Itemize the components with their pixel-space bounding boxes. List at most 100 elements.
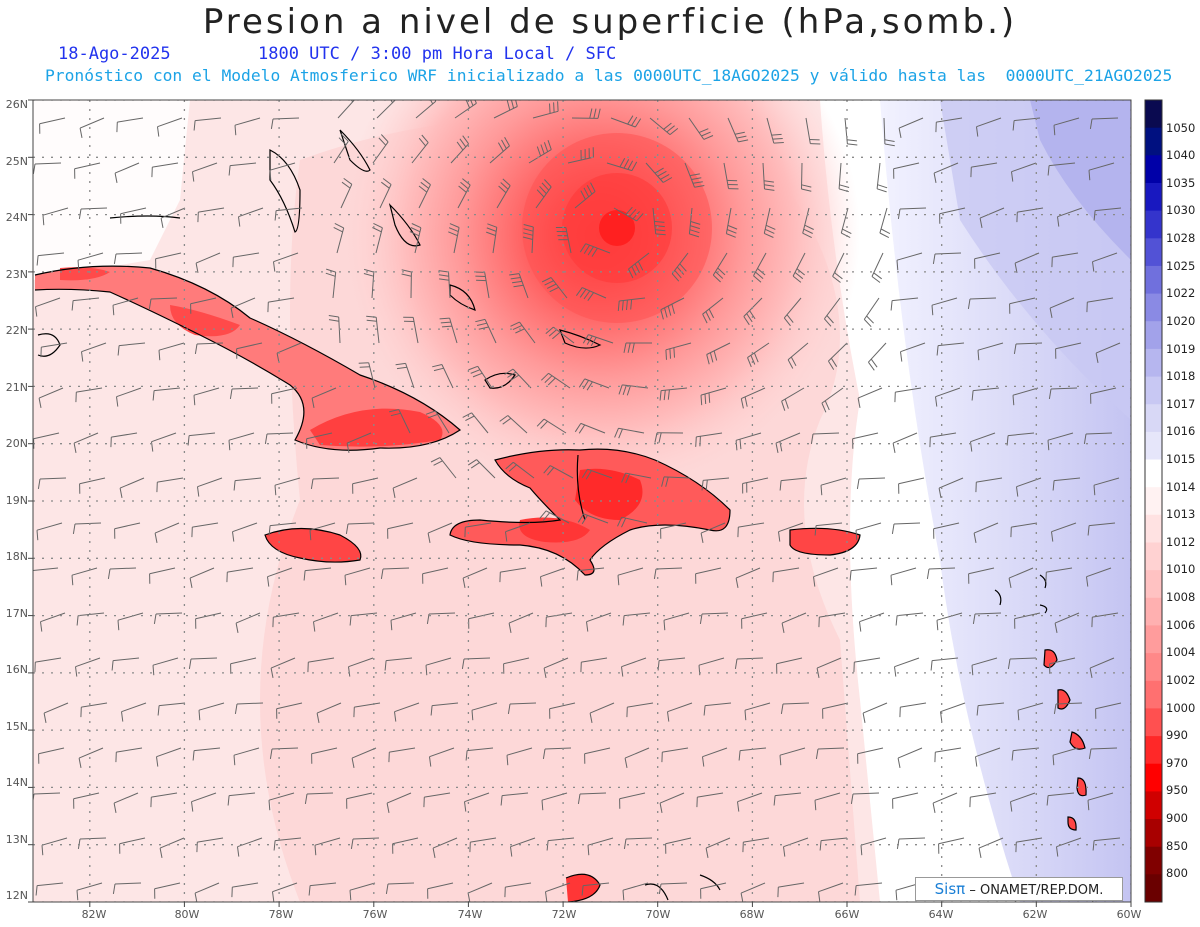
wind-barb-flag bbox=[739, 439, 742, 450]
wind-barb-flag bbox=[824, 318, 832, 327]
wind-barb-shaft bbox=[195, 252, 221, 264]
wind-barb-flag bbox=[198, 710, 201, 721]
wind-barb-flag bbox=[553, 102, 555, 113]
wind-barb-flag bbox=[589, 713, 593, 723]
wind-barb-flag bbox=[855, 530, 858, 541]
wind-barb-shaft bbox=[862, 702, 888, 714]
lat-label: 13N bbox=[6, 833, 28, 846]
wind-barb-shaft bbox=[753, 252, 767, 277]
wind-barb-shaft bbox=[852, 792, 880, 795]
wind-barb-flag bbox=[440, 321, 451, 324]
lon-label: 82W bbox=[82, 908, 107, 921]
wind-barb-shaft bbox=[821, 837, 848, 842]
wind-barb-flag bbox=[1057, 216, 1060, 227]
wind-barb-shaft bbox=[856, 882, 883, 887]
wind-barb-shaft bbox=[424, 792, 451, 798]
wind-barb-flag bbox=[465, 415, 475, 422]
wind-barb-shaft bbox=[587, 837, 614, 846]
wind-barb-flag bbox=[623, 159, 630, 169]
wind-barb-shaft bbox=[465, 522, 492, 528]
wind-barb-flag bbox=[395, 100, 396, 101]
wind-barb-flag bbox=[513, 284, 524, 288]
wind-barb-shaft bbox=[778, 522, 804, 533]
wind-barb-shaft bbox=[117, 612, 144, 621]
wind-barb-flag bbox=[509, 273, 520, 276]
wind-barb-shaft bbox=[1093, 477, 1120, 486]
wind-barb-shaft bbox=[1014, 252, 1040, 264]
wind-barb-flag bbox=[75, 666, 78, 677]
wind-barb-shaft bbox=[792, 252, 806, 277]
wind-barb-shaft bbox=[895, 387, 922, 393]
wind-barb-shaft bbox=[1089, 657, 1115, 669]
wind-barb-flag bbox=[583, 290, 591, 300]
wind-barb-shaft bbox=[312, 477, 340, 480]
wind-barb-flag bbox=[816, 668, 820, 678]
wind-barb-flag bbox=[449, 223, 460, 228]
wind-barb-shaft bbox=[1095, 342, 1121, 354]
wind-barb-shaft bbox=[192, 522, 219, 528]
wind-barb-shaft bbox=[114, 522, 141, 530]
wind-barb-flag bbox=[1049, 308, 1053, 318]
wind-barb-shaft bbox=[76, 387, 103, 393]
wind-barb-flag bbox=[895, 890, 898, 901]
wind-barb-shaft bbox=[617, 567, 644, 576]
wind-barb-flag bbox=[654, 432, 658, 443]
wind-barb-shaft bbox=[368, 362, 376, 389]
wind-barb-flag bbox=[510, 321, 520, 327]
wind-barb-flag bbox=[786, 314, 794, 323]
wind-barb-flag bbox=[232, 531, 235, 542]
wind-barb-shaft bbox=[702, 747, 728, 758]
wind-barb-flag bbox=[458, 185, 467, 193]
wind-barb-shaft bbox=[1054, 477, 1081, 482]
wind-barb-shaft bbox=[496, 185, 511, 209]
wind-barb-shaft bbox=[898, 117, 924, 129]
wind-barb-shaft bbox=[1015, 342, 1043, 345]
wind-barb-flag bbox=[623, 342, 627, 353]
wind-barb-shaft bbox=[625, 472, 652, 479]
colorbar-swatch bbox=[1145, 321, 1162, 350]
wind-barb-flag bbox=[194, 343, 198, 354]
wind-barb-flag bbox=[779, 755, 782, 766]
wind-barb-shaft bbox=[892, 297, 919, 302]
wind-barb-flag bbox=[1013, 343, 1017, 354]
wind-barb-shaft bbox=[671, 252, 689, 275]
wind-barb-flag bbox=[546, 283, 557, 289]
wind-barb-flag bbox=[765, 224, 776, 230]
wind-barb-flag bbox=[583, 244, 591, 254]
wind-barb-flag bbox=[1088, 170, 1091, 181]
wind-barb-flag bbox=[234, 703, 238, 714]
lon-label: 78W bbox=[269, 908, 294, 921]
wind-barb-shaft bbox=[42, 207, 69, 216]
wind-barb-flag bbox=[631, 342, 635, 353]
wind-barb-shaft bbox=[897, 612, 924, 617]
wind-barb-shaft bbox=[661, 387, 688, 392]
forecast-date: 18-Ago-2025 bbox=[58, 44, 171, 64]
wind-barb-shaft bbox=[276, 207, 303, 212]
wind-barb-shaft bbox=[701, 612, 729, 615]
wind-barb-flag bbox=[779, 480, 782, 491]
wind-barb-shaft bbox=[775, 432, 801, 444]
wind-barb-flag bbox=[658, 883, 662, 894]
wind-barb-shaft bbox=[698, 657, 725, 666]
wind-barb-shaft bbox=[735, 567, 761, 579]
wind-barb-shaft bbox=[583, 882, 610, 887]
wind-barb-shaft bbox=[1057, 207, 1083, 218]
wind-barb-shaft bbox=[778, 882, 805, 888]
wind-barb-flag bbox=[325, 272, 336, 277]
wind-barb-shaft bbox=[813, 567, 839, 578]
wind-barb-flag bbox=[618, 384, 623, 395]
wind-barb-shaft bbox=[194, 747, 221, 752]
wind-barb-shaft bbox=[606, 162, 633, 172]
wind-barb-flag bbox=[515, 100, 518, 107]
wind-barb-flag bbox=[471, 710, 474, 721]
wind-barb-flag bbox=[655, 233, 666, 236]
wind-barb-flag bbox=[898, 128, 902, 138]
wind-barb-shaft bbox=[434, 410, 450, 434]
wind-barb-shaft bbox=[974, 612, 1002, 615]
wind-barb-shaft bbox=[79, 477, 106, 485]
lat-label: 16N bbox=[6, 663, 28, 676]
wind-barb-shaft bbox=[545, 882, 571, 893]
wind-barb-shaft bbox=[73, 792, 100, 800]
wind-barb-shaft bbox=[1091, 117, 1119, 120]
wind-barb-flag bbox=[665, 476, 669, 487]
